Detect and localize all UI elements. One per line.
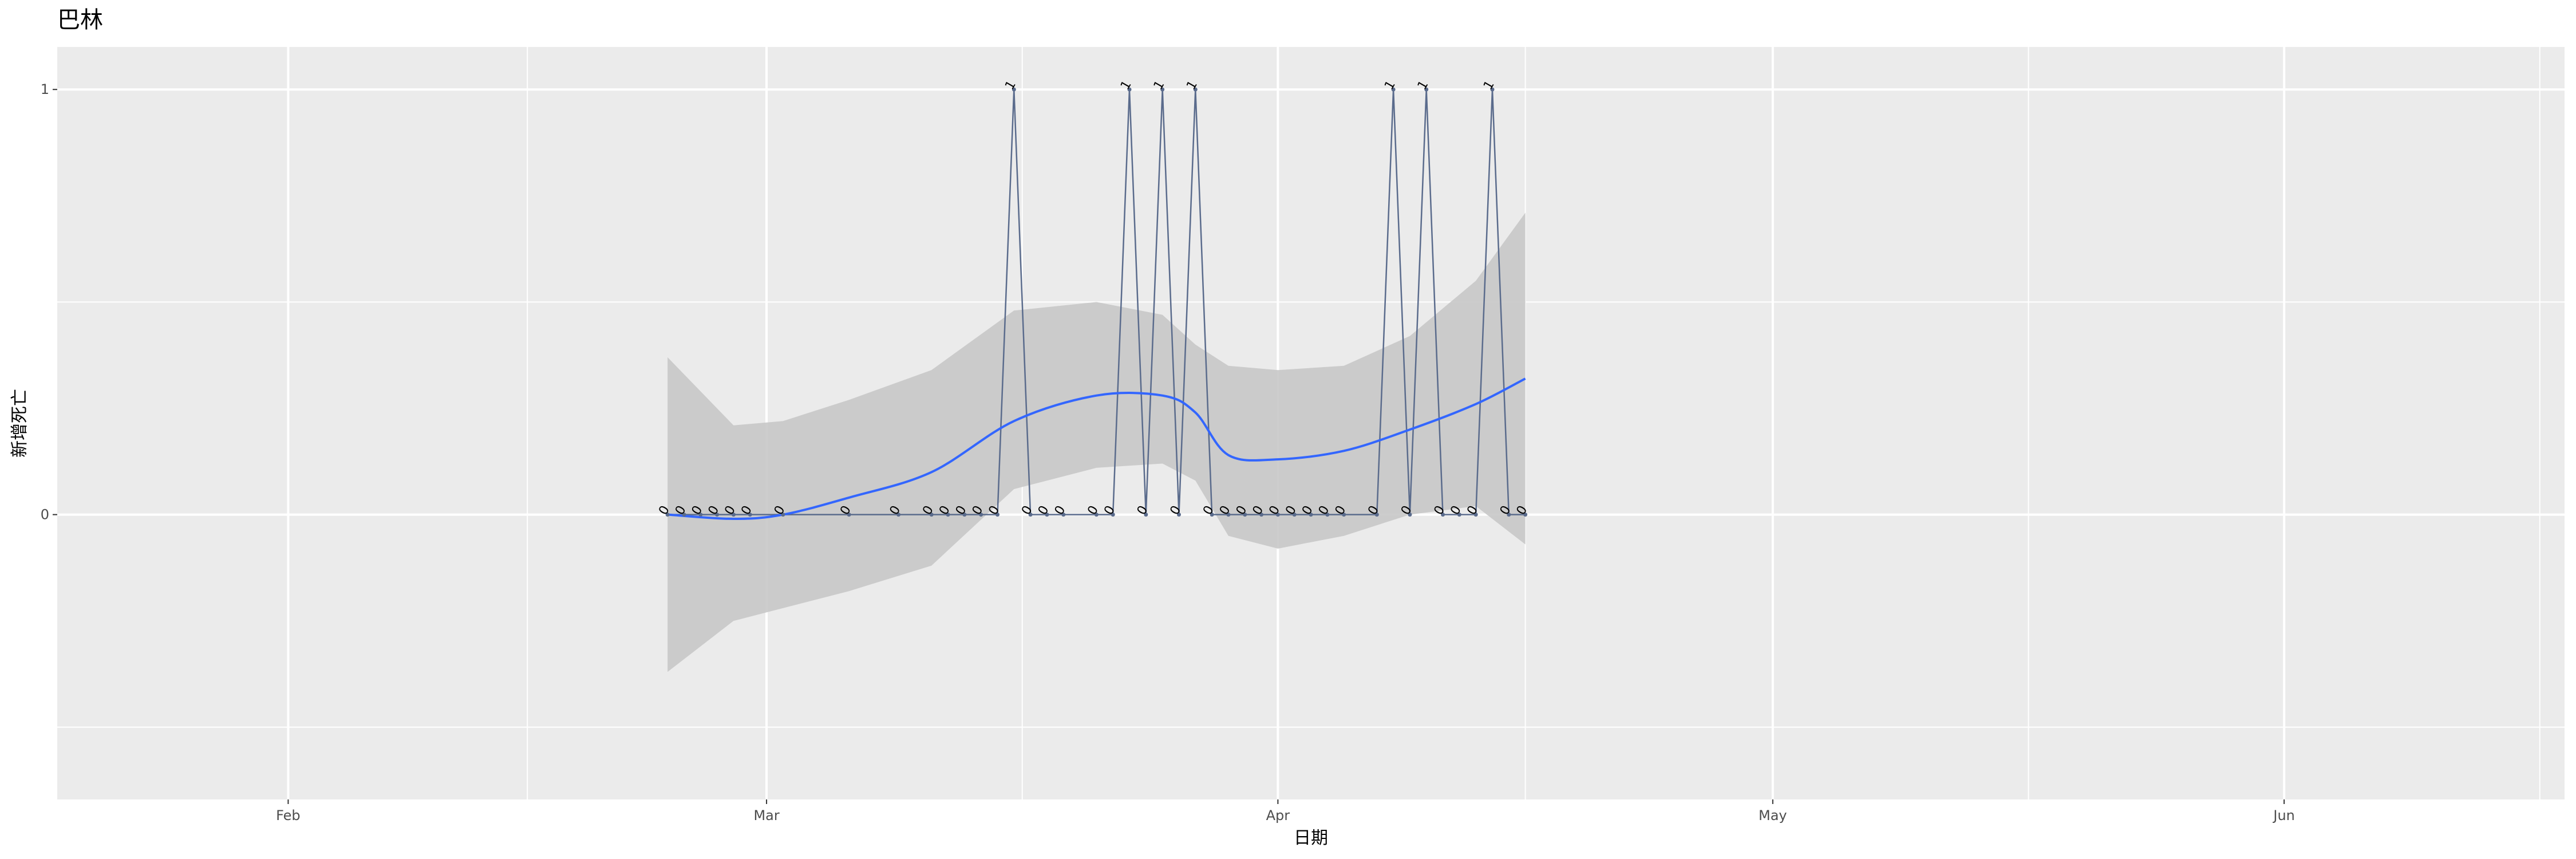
data-point — [1374, 513, 1379, 517]
data-point — [1094, 513, 1099, 517]
smooth-trend — [667, 377, 1526, 521]
data-point — [1210, 513, 1214, 517]
x-axis: Feb Mar Apr May Jun — [276, 799, 2295, 823]
x-tick-label: Jun — [2272, 807, 2295, 823]
series-line — [667, 89, 1526, 515]
y-tick-label: 0 — [41, 507, 49, 523]
data-point — [682, 513, 686, 517]
confidence-band — [667, 212, 1526, 672]
y-axis: 01 — [41, 81, 57, 523]
data-point — [1424, 87, 1429, 92]
y-axis-title: 新增死亡 — [10, 389, 30, 458]
data-point — [1523, 513, 1528, 517]
data-point — [1507, 513, 1511, 517]
data-series — [667, 89, 1526, 515]
x-axis-title: 日期 — [1294, 828, 1328, 848]
data-point — [847, 513, 851, 517]
data-point — [946, 513, 950, 517]
confidence-ribbon — [667, 212, 1526, 672]
data-point — [1193, 87, 1198, 92]
data-point — [1259, 513, 1264, 517]
data-point — [1441, 513, 1445, 517]
data-point — [1325, 513, 1330, 517]
data-point — [979, 513, 983, 517]
data-point — [1127, 87, 1132, 92]
data-point — [1012, 87, 1016, 92]
data-point — [1342, 513, 1346, 517]
data-point — [781, 513, 785, 517]
data-point — [748, 513, 752, 517]
data-point — [1243, 513, 1247, 517]
x-tick-label: May — [1759, 807, 1787, 823]
data-point — [1309, 513, 1313, 517]
data-point — [1391, 87, 1396, 92]
data-points — [665, 87, 1528, 517]
data-point — [1144, 513, 1148, 517]
data-point — [1408, 513, 1412, 517]
data-point — [1226, 513, 1231, 517]
data-point — [715, 513, 720, 517]
data-point — [1028, 513, 1033, 517]
data-point — [1473, 513, 1478, 517]
chart-title: 巴林 — [57, 7, 103, 33]
data-point — [1061, 513, 1066, 517]
data-point — [698, 513, 703, 517]
grid-lines — [57, 47, 2565, 799]
y-tick-label: 1 — [41, 81, 49, 97]
data-point — [1176, 513, 1181, 517]
data-point — [929, 513, 934, 517]
data-point — [1457, 513, 1461, 517]
data-point — [1160, 87, 1165, 92]
x-tick-label: Feb — [276, 807, 301, 823]
x-tick-label: Apr — [1266, 807, 1290, 823]
data-point — [1111, 513, 1115, 517]
smooth-line — [667, 377, 1526, 521]
data-point — [896, 513, 901, 517]
data-point — [1275, 513, 1280, 517]
x-tick-label: Mar — [753, 807, 779, 823]
data-point — [665, 513, 670, 517]
data-point — [1045, 513, 1049, 517]
data-point — [962, 513, 967, 517]
data-point — [1292, 513, 1297, 517]
data-point — [1490, 87, 1495, 92]
data-point — [995, 513, 999, 517]
data-point — [731, 513, 736, 517]
